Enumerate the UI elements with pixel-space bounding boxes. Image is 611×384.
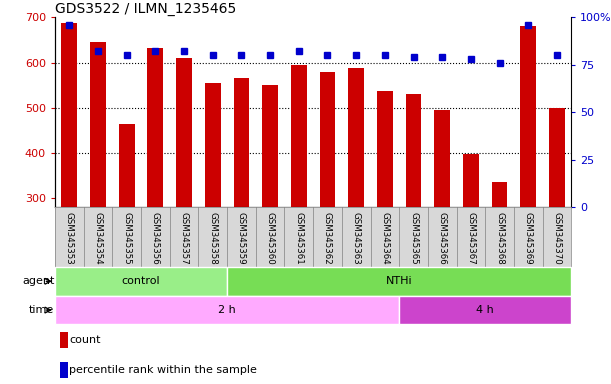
Bar bbox=[521, 26, 536, 334]
Bar bbox=[62, 23, 77, 334]
Text: GSM345364: GSM345364 bbox=[380, 212, 389, 265]
Bar bbox=[119, 124, 134, 334]
Text: GSM345361: GSM345361 bbox=[295, 212, 303, 265]
Text: GSM345368: GSM345368 bbox=[495, 212, 504, 265]
Text: GSM345355: GSM345355 bbox=[122, 212, 131, 265]
Bar bbox=[434, 110, 450, 334]
Bar bbox=[262, 85, 278, 334]
Text: GDS3522 / ILMN_1235465: GDS3522 / ILMN_1235465 bbox=[55, 2, 236, 16]
Bar bbox=[90, 42, 106, 334]
Text: GSM345369: GSM345369 bbox=[524, 212, 533, 265]
Text: 2 h: 2 h bbox=[218, 305, 236, 315]
Bar bbox=[60, 332, 68, 348]
Text: GSM345358: GSM345358 bbox=[208, 212, 218, 265]
Bar bbox=[55, 267, 227, 296]
Bar bbox=[147, 48, 163, 334]
Bar bbox=[320, 71, 335, 334]
Bar bbox=[463, 154, 479, 334]
Text: percentile rank within the sample: percentile rank within the sample bbox=[69, 365, 257, 375]
Bar bbox=[492, 182, 508, 334]
Bar bbox=[176, 58, 192, 334]
Bar bbox=[406, 94, 422, 334]
Bar bbox=[205, 83, 221, 334]
Text: GSM345356: GSM345356 bbox=[151, 212, 160, 265]
Text: GSM345366: GSM345366 bbox=[437, 212, 447, 265]
Text: GSM345360: GSM345360 bbox=[266, 212, 274, 265]
Text: GSM345354: GSM345354 bbox=[93, 212, 103, 265]
Bar bbox=[399, 296, 571, 324]
Bar bbox=[377, 91, 393, 334]
Bar bbox=[55, 296, 399, 324]
Text: 4 h: 4 h bbox=[477, 305, 494, 315]
Text: GSM345359: GSM345359 bbox=[237, 212, 246, 265]
Text: time: time bbox=[29, 305, 54, 315]
Text: GSM345362: GSM345362 bbox=[323, 212, 332, 265]
Text: count: count bbox=[69, 335, 101, 345]
Text: GSM345363: GSM345363 bbox=[352, 212, 360, 265]
Bar bbox=[60, 362, 68, 378]
Bar bbox=[227, 267, 571, 296]
Text: GSM345357: GSM345357 bbox=[180, 212, 189, 265]
Text: agent: agent bbox=[22, 276, 54, 286]
Text: control: control bbox=[122, 276, 160, 286]
Text: GSM345367: GSM345367 bbox=[466, 212, 475, 265]
Text: GSM345353: GSM345353 bbox=[65, 212, 74, 265]
Text: NTHi: NTHi bbox=[386, 276, 412, 286]
Bar bbox=[549, 108, 565, 334]
Bar bbox=[348, 68, 364, 334]
Bar bbox=[291, 65, 307, 334]
Text: GSM345365: GSM345365 bbox=[409, 212, 418, 265]
Bar bbox=[233, 78, 249, 334]
Text: GSM345370: GSM345370 bbox=[552, 212, 562, 265]
